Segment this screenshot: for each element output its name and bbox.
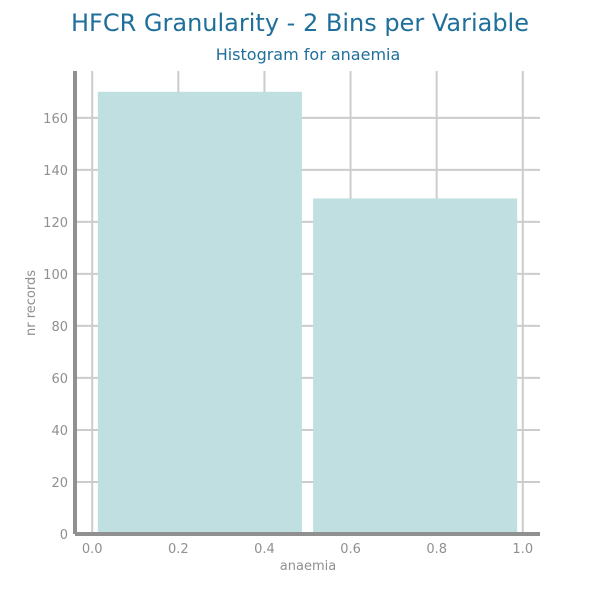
histogram-bar	[313, 198, 518, 534]
chart-title: HFCR Granularity - 2 Bins per Variable	[71, 9, 529, 37]
histogram-bar	[97, 91, 302, 534]
axis-layer	[73, 71, 540, 536]
x-axis-label: anaemia	[280, 559, 336, 574]
x-tick-label: 0.4	[254, 542, 275, 557]
y-tick-label: 80	[51, 320, 68, 335]
x-tick-label: 0.2	[168, 542, 189, 557]
y-tick-label: 40	[51, 424, 68, 439]
y-axis-label: nr records	[24, 270, 39, 336]
y-tick-label: 120	[43, 216, 68, 231]
y-tick-label: 60	[51, 372, 68, 387]
y-tick-label: 100	[43, 268, 68, 283]
y-tick-label: 20	[51, 476, 68, 491]
y-tick-label: 160	[43, 112, 68, 127]
y-tick-label: 140	[43, 164, 68, 179]
x-tick-label: 0.8	[426, 542, 447, 557]
chart-subtitle: Histogram for anaemia	[216, 45, 401, 64]
x-tick-label: 0.0	[82, 542, 103, 557]
x-tick-label: 1.0	[512, 542, 533, 557]
ticks-layer: 0.0 0.2 0.4 0.6 0.8 1.0 0 20 40 60 80 100 120 140 160	[43, 112, 533, 557]
bars-layer	[97, 91, 518, 534]
y-tick-label: 0	[60, 528, 68, 543]
x-tick-label: 0.6	[340, 542, 361, 557]
